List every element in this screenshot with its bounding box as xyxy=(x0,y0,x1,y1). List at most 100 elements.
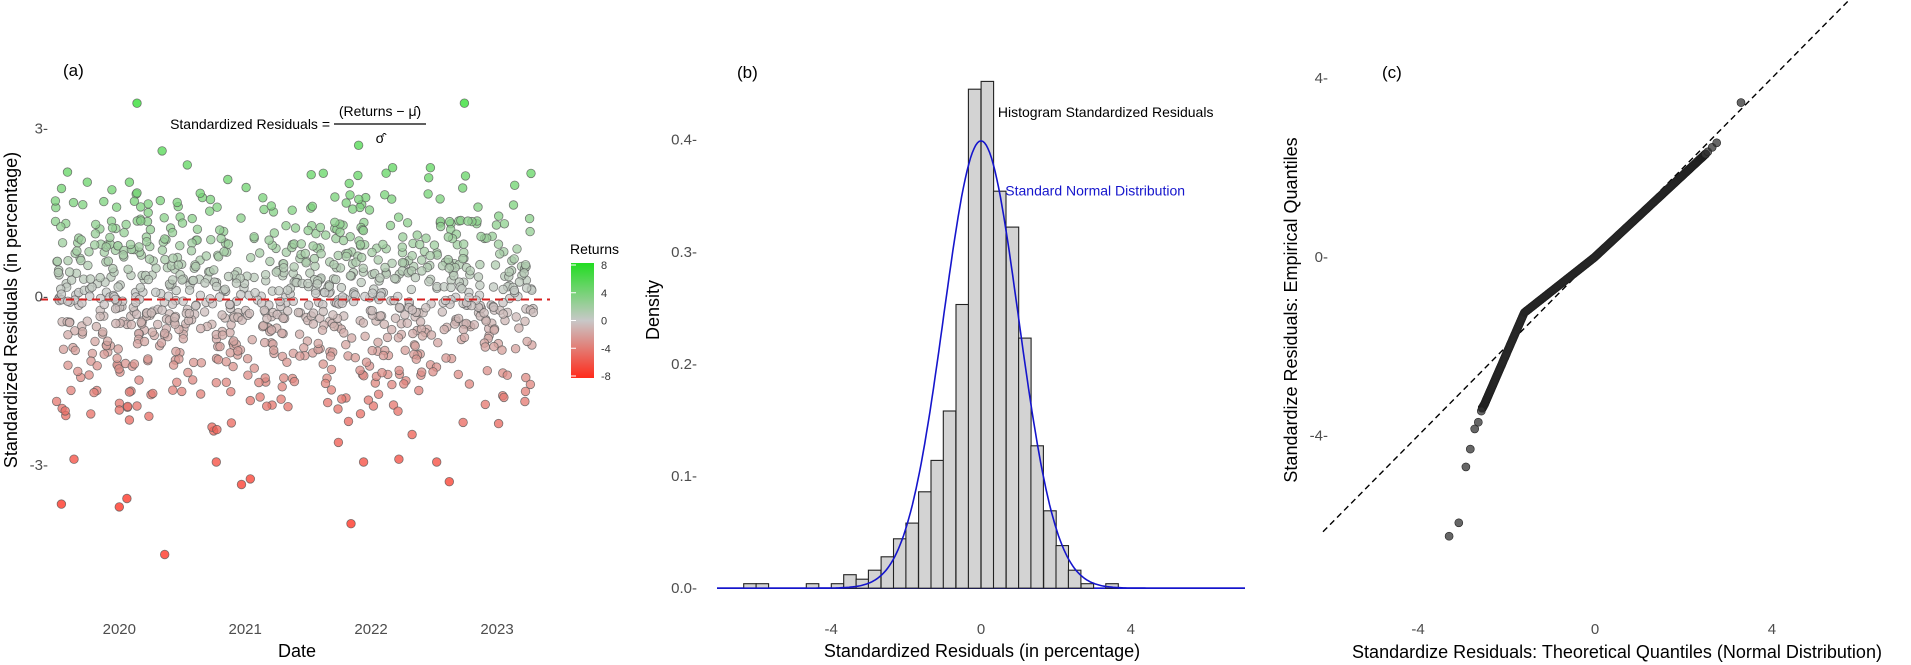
qq-point xyxy=(1477,406,1486,416)
scatter-point xyxy=(355,409,366,419)
scatter-point xyxy=(221,357,231,367)
histogram-bar xyxy=(1055,545,1070,589)
scatter-point xyxy=(86,356,96,366)
histogram-bar xyxy=(867,569,882,589)
scatter-point xyxy=(150,287,161,298)
scatter-point xyxy=(200,278,210,288)
scatter-point xyxy=(242,354,253,364)
scatter-point xyxy=(512,244,522,254)
scatter-point xyxy=(56,289,67,299)
y-tick-label: 0.2- xyxy=(671,356,697,373)
scatter-point xyxy=(260,270,271,280)
panel-b-annotations: Histogram Standardized Residuals Standard… xyxy=(998,104,1214,199)
scatter-point xyxy=(168,360,179,370)
scatter-point xyxy=(114,405,125,415)
scatter-point xyxy=(498,309,508,319)
scatter-point xyxy=(204,206,215,216)
scatter-point xyxy=(211,281,222,292)
scatter-point xyxy=(118,250,129,260)
panel-c-reference-line xyxy=(1322,0,1851,533)
scatter-point xyxy=(63,330,73,340)
scatter-point xyxy=(63,296,73,307)
scatter-point xyxy=(50,196,61,206)
scatter-point xyxy=(335,227,345,238)
scatter-point xyxy=(439,324,449,335)
scatter-point xyxy=(95,311,105,322)
scatter-point xyxy=(380,190,390,200)
scatter-point xyxy=(70,345,81,356)
scatter-point xyxy=(143,354,153,364)
legend-tick-label: 4 xyxy=(601,288,607,300)
panel-b-y-ticks: 0.0- 0.1- 0.2- 0.3- 0.4- xyxy=(671,132,697,598)
scatter-point xyxy=(378,239,388,250)
qq-point xyxy=(1712,138,1721,148)
scatter-point xyxy=(184,308,195,319)
scatter-point xyxy=(276,394,286,404)
histogram-bar xyxy=(1005,226,1020,589)
panel-c-y-axis-title: Standardize Residuals: Empirical Quantil… xyxy=(1281,137,1301,482)
scatter-point xyxy=(139,336,150,347)
x-tick-label: 0 xyxy=(977,621,985,638)
x-tick-label: 2020 xyxy=(103,621,136,638)
scatter-point xyxy=(333,404,343,414)
y-tick-label: -3- xyxy=(30,457,48,474)
scatter-point xyxy=(279,263,289,273)
panel-b-histogram: (b) 0.0- 0.1- 0.2- 0.3- 0.4- -4 0 4 Histogram … xyxy=(643,63,1245,661)
scatter-point xyxy=(390,273,400,284)
scatter-point xyxy=(249,232,259,242)
scatter-point xyxy=(177,386,187,397)
scatter-point xyxy=(228,361,238,372)
scatter-point xyxy=(147,327,158,337)
scatter-point xyxy=(262,401,272,411)
scatter-point xyxy=(178,334,189,344)
scatter-point xyxy=(177,218,188,228)
scatter-point xyxy=(68,197,79,208)
scatter-point xyxy=(167,299,178,310)
scatter-point xyxy=(381,168,391,178)
scatter-point xyxy=(157,146,167,156)
legend-title: Returns xyxy=(570,241,619,257)
scatter-point xyxy=(131,309,142,320)
scatter-point xyxy=(196,358,207,368)
scatter-point xyxy=(510,344,521,354)
scatter-point xyxy=(209,265,219,275)
scatter-point xyxy=(385,220,396,231)
scatter-point xyxy=(187,375,198,385)
scatter-point xyxy=(407,429,417,440)
scatter-point xyxy=(459,98,470,108)
scatter-point xyxy=(63,360,73,371)
scatter-point xyxy=(283,306,293,316)
scatter-point xyxy=(473,272,484,282)
scatter-point xyxy=(458,183,468,193)
scatter-point xyxy=(421,303,431,313)
scatter-point xyxy=(245,253,256,263)
scatter-point xyxy=(192,224,203,235)
scatter-point xyxy=(183,367,193,378)
histogram-bar xyxy=(955,303,970,589)
scatter-point xyxy=(223,174,233,185)
scatter-point xyxy=(323,397,333,408)
scatter-point xyxy=(57,238,68,248)
scatter-point xyxy=(444,477,455,487)
scatter-point xyxy=(526,168,536,179)
scatter-point xyxy=(282,357,292,368)
scatter-point xyxy=(437,307,448,317)
x-tick-label: 4 xyxy=(1127,621,1135,638)
scatter-point xyxy=(152,319,163,330)
histogram-bar xyxy=(967,88,982,589)
scatter-point xyxy=(453,369,464,380)
scatter-point xyxy=(60,406,70,416)
scatter-point xyxy=(92,361,102,371)
scatter-point xyxy=(415,317,426,327)
scatter-point xyxy=(188,275,199,286)
scatter-point xyxy=(145,224,156,235)
scatter-point xyxy=(157,245,168,255)
scatter-point xyxy=(187,238,197,248)
scatter-point xyxy=(184,285,195,295)
scatter-point xyxy=(425,250,435,261)
scatter-point xyxy=(321,230,331,240)
scatter-point xyxy=(387,258,397,269)
panel-b-bars xyxy=(717,80,1245,589)
scatter-point xyxy=(348,204,358,214)
scatter-point xyxy=(107,185,117,195)
